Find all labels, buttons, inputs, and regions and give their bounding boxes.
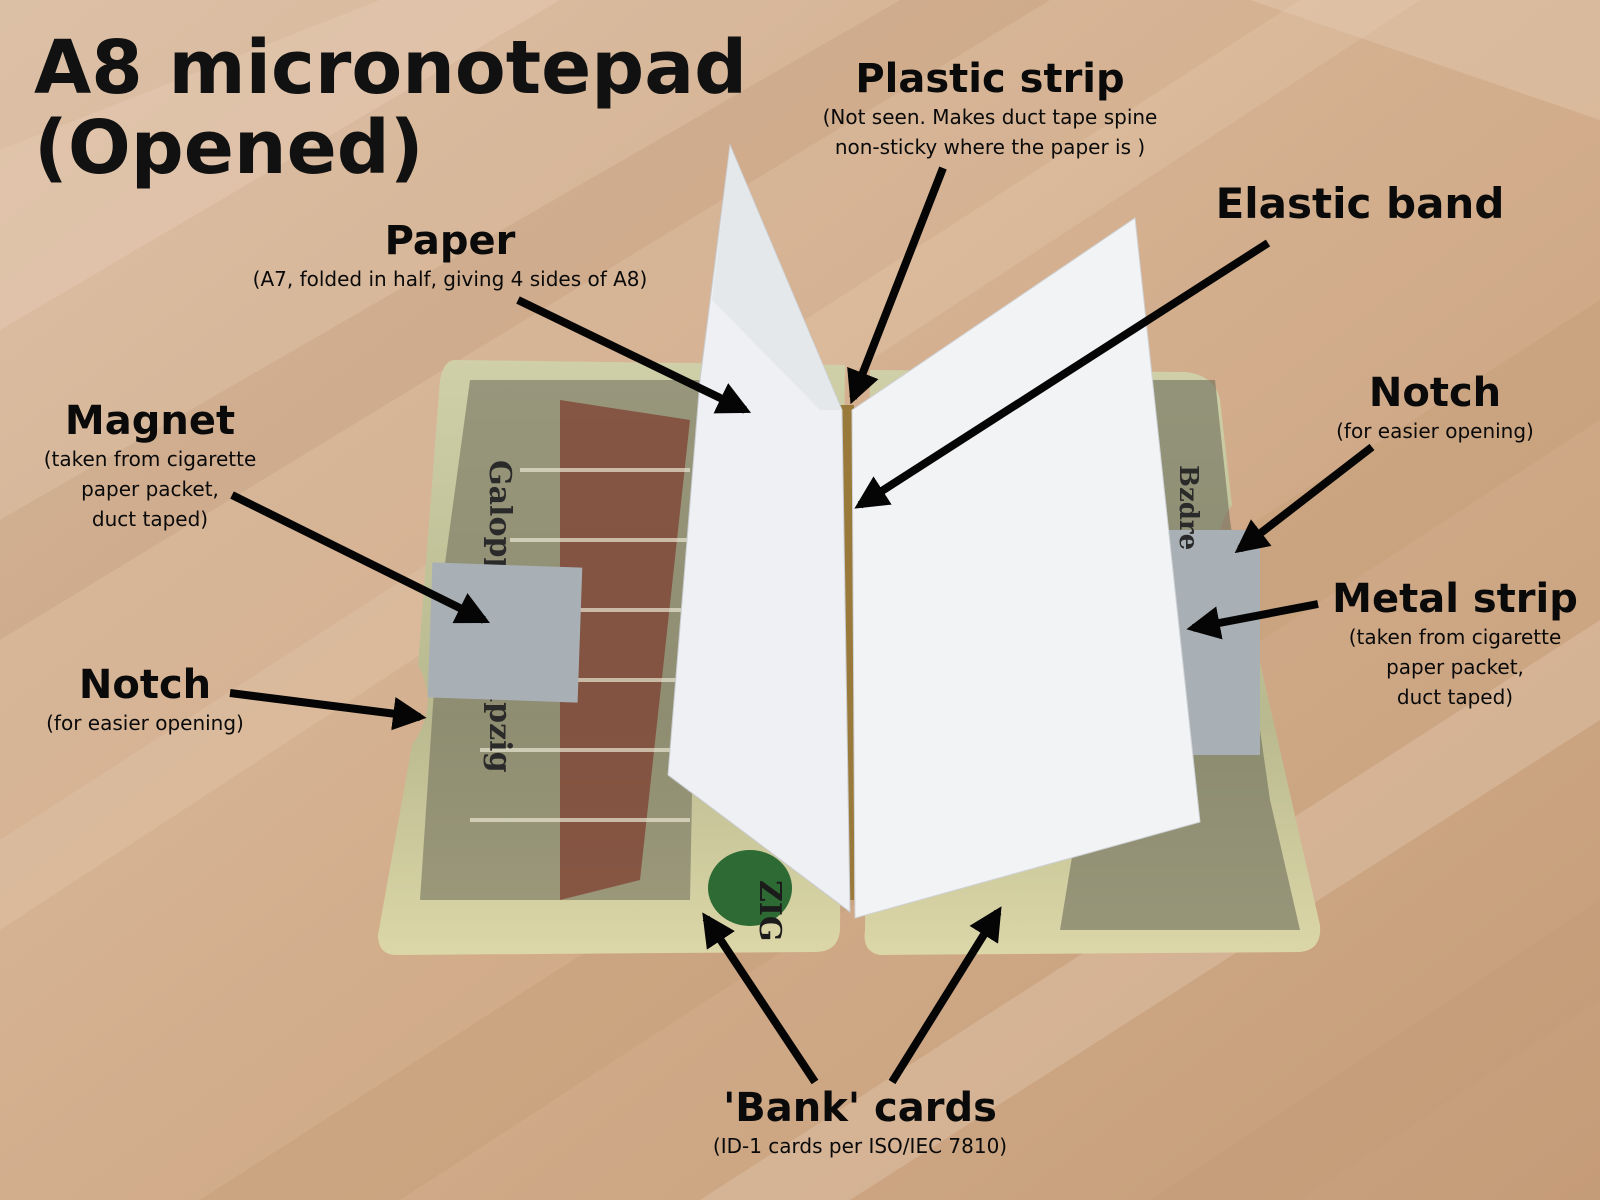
label-bank-cards: 'Bank' cards (ID-1 cards per ISO/IEC 781… xyxy=(660,1085,1060,1161)
label-head: Paper xyxy=(220,218,680,264)
label-head: Metal strip xyxy=(1320,576,1590,622)
label-elastic-band: Elastic band xyxy=(1190,180,1530,228)
label-sub: (Not seen. Makes duct tape spine non-sti… xyxy=(780,102,1200,162)
label-paper: Paper (A7, folded in half, giving 4 side… xyxy=(220,218,680,294)
label-head: Plastic strip xyxy=(780,56,1200,102)
label-sub: (A7, folded in half, giving 4 sides of A… xyxy=(220,264,680,294)
label-head: Magnet xyxy=(20,398,280,444)
label-head: 'Bank' cards xyxy=(660,1085,1060,1131)
label-sub: (for easier opening) xyxy=(1310,416,1560,446)
label-head: Elastic band xyxy=(1190,180,1530,228)
label-notch-left: Notch (for easier opening) xyxy=(20,662,270,738)
page-title: A8 micronotepad (Opened) xyxy=(34,28,747,188)
label-plastic-strip: Plastic strip (Not seen. Makes duct tape… xyxy=(780,56,1200,162)
card-print-right-vertical: Bzdre xyxy=(1173,465,1203,550)
label-sub: (taken from cigarette paper packet, duct… xyxy=(1320,622,1590,712)
label-metal-strip: Metal strip (taken from cigarette paper … xyxy=(1320,576,1590,712)
label-head: Notch xyxy=(20,662,270,708)
magnet-duct-tape xyxy=(428,562,583,702)
label-magnet: Magnet (taken from cigarette paper packe… xyxy=(20,398,280,534)
label-head: Notch xyxy=(1310,370,1560,416)
card-print-left-bottom: ZIG xyxy=(752,880,787,942)
label-sub: (for easier opening) xyxy=(20,708,270,738)
label-sub: (taken from cigarette paper packet, duct… xyxy=(20,444,280,534)
label-notch-right: Notch (for easier opening) xyxy=(1310,370,1560,446)
label-sub: (ID-1 cards per ISO/IEC 7810) xyxy=(660,1131,1060,1161)
